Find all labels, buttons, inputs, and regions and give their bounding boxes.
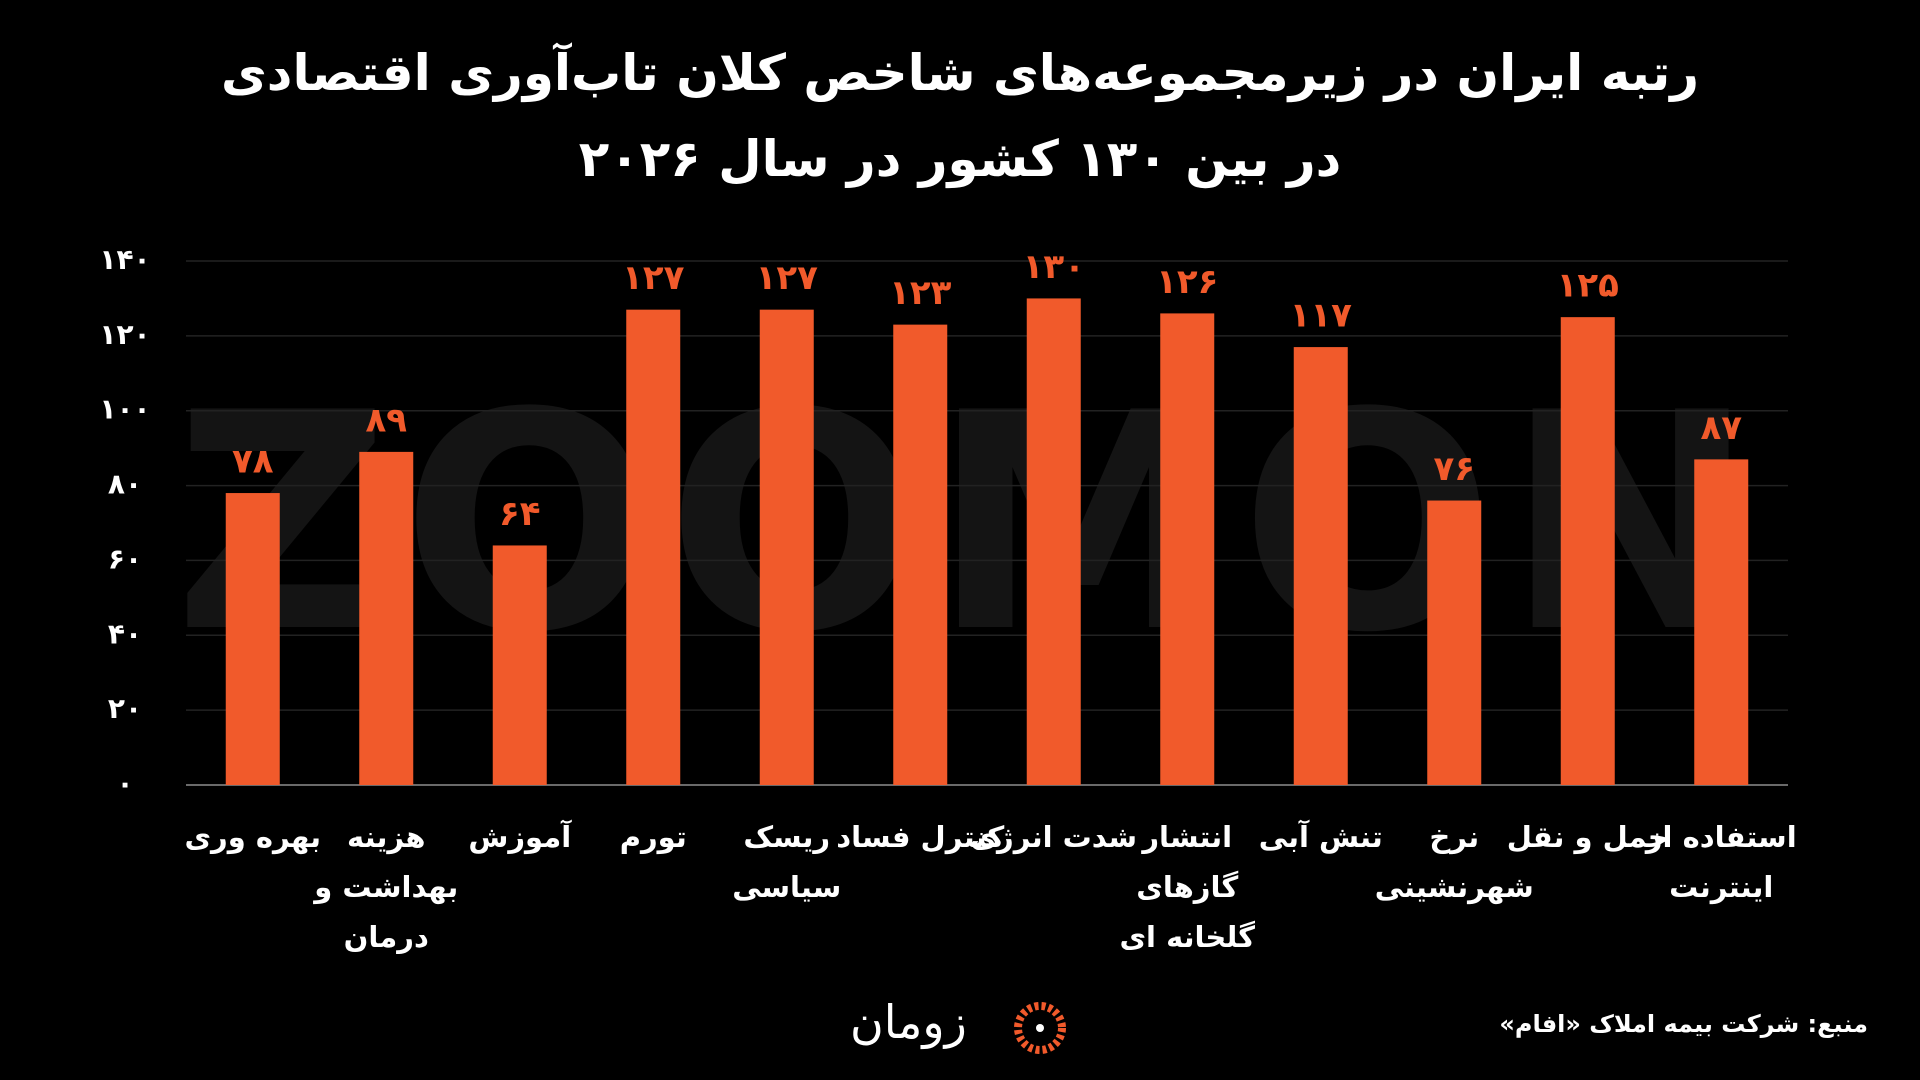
x-tick-label: بهره وری bbox=[184, 820, 322, 854]
x-tick-label: انتشار گازهای گلخانه ای bbox=[1119, 820, 1256, 954]
y-tick-label: ۱۰۰ bbox=[99, 393, 150, 426]
x-tick-label: هزینه بهداشت و درمان bbox=[314, 820, 459, 954]
chart-title: رتبه ایران در زیرمجموعه‌های شاخص کلان تا… bbox=[220, 44, 1700, 188]
logo: زومان bbox=[850, 995, 967, 1049]
y-tick-label: ۸۰ bbox=[108, 468, 142, 501]
value-label: ۱۳۰ bbox=[1023, 247, 1085, 287]
y-tick-label: ۶۰ bbox=[108, 542, 142, 575]
value-label: ۸۹ bbox=[365, 400, 407, 440]
bar bbox=[759, 309, 814, 785]
value-label: ۱۲۷ bbox=[756, 258, 819, 298]
bar bbox=[1026, 298, 1081, 785]
watermark: ZOOMON bbox=[174, 349, 1766, 698]
x-tick-label: شدت انرژی bbox=[970, 820, 1138, 854]
x-tick-label: نرخ شهرنشینی bbox=[1374, 820, 1534, 904]
bar bbox=[893, 324, 948, 785]
x-tick-label: آموزش bbox=[468, 820, 572, 854]
value-label: ۸۷ bbox=[1700, 408, 1742, 448]
value-label: ۱۲۷ bbox=[622, 258, 685, 298]
bar bbox=[1160, 313, 1215, 785]
y-tick-label: ۱۴۰ bbox=[99, 243, 150, 276]
y-tick-label: ۴۰ bbox=[108, 617, 142, 650]
x-tick-label: ریسک سیاسی bbox=[732, 820, 842, 904]
y-tick-label: ۰ bbox=[116, 767, 133, 800]
bar bbox=[1694, 459, 1749, 785]
bar bbox=[1560, 317, 1615, 785]
bar bbox=[225, 493, 280, 785]
value-label: ۱۲۵ bbox=[1557, 266, 1619, 306]
y-tick-label: ۲۰ bbox=[108, 692, 142, 725]
x-tick-label: کنترل فساد bbox=[836, 820, 1005, 854]
bar bbox=[492, 545, 547, 785]
x-tick-label: استفاده از اینترنت bbox=[1645, 820, 1797, 904]
x-tick-label: حمل و نقل bbox=[1506, 820, 1669, 854]
y-tick-label: ۱۲۰ bbox=[99, 318, 150, 351]
bar bbox=[1427, 500, 1482, 785]
bar bbox=[626, 309, 681, 785]
source: منبع: شرکت بیمه املاک «افام» bbox=[1499, 1010, 1868, 1038]
x-tick-label: تنش آبی bbox=[1258, 820, 1383, 854]
value-label: ۶۴ bbox=[499, 494, 541, 534]
value-label: ۱۲۳ bbox=[889, 273, 952, 313]
value-label: ۱۱۷ bbox=[1290, 296, 1353, 336]
bar bbox=[1293, 347, 1348, 785]
x-tick-label: تورم bbox=[619, 820, 687, 854]
bar bbox=[359, 451, 414, 785]
value-label: ۱۲۶ bbox=[1156, 262, 1218, 302]
logo-icon bbox=[1014, 1002, 1066, 1054]
value-label: ۷۸ bbox=[232, 442, 274, 482]
value-label: ۷۶ bbox=[1433, 449, 1475, 489]
